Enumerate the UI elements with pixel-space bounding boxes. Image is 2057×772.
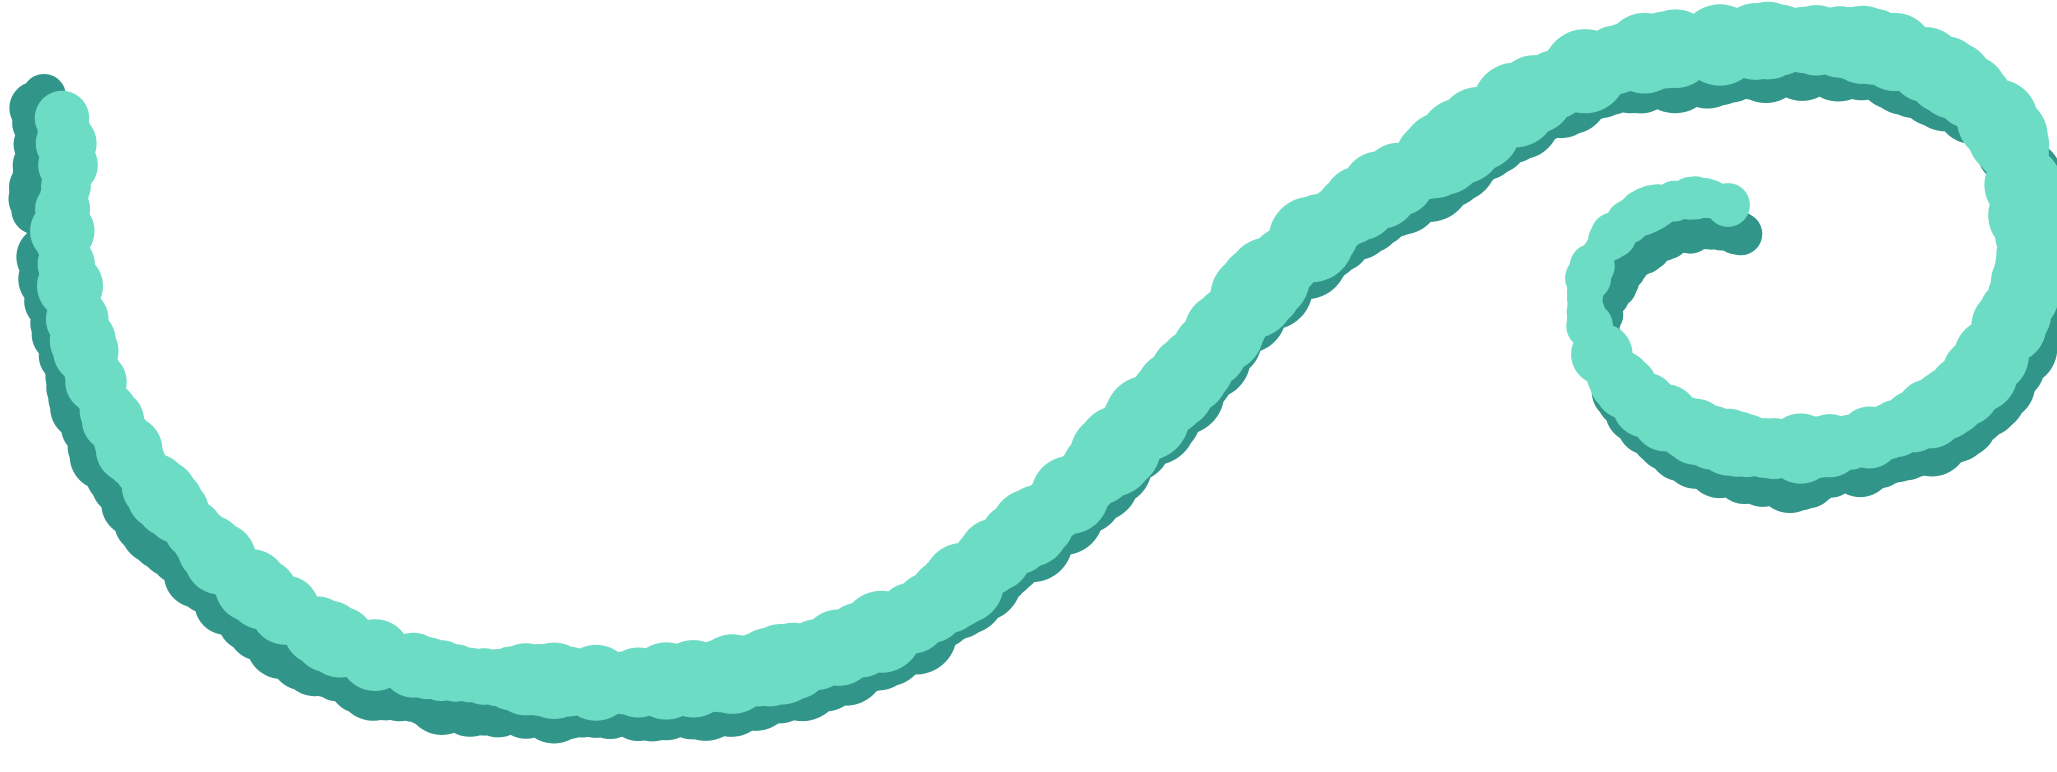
highlight-stroke [30,1,2057,721]
highlight-blob [1706,183,1750,227]
